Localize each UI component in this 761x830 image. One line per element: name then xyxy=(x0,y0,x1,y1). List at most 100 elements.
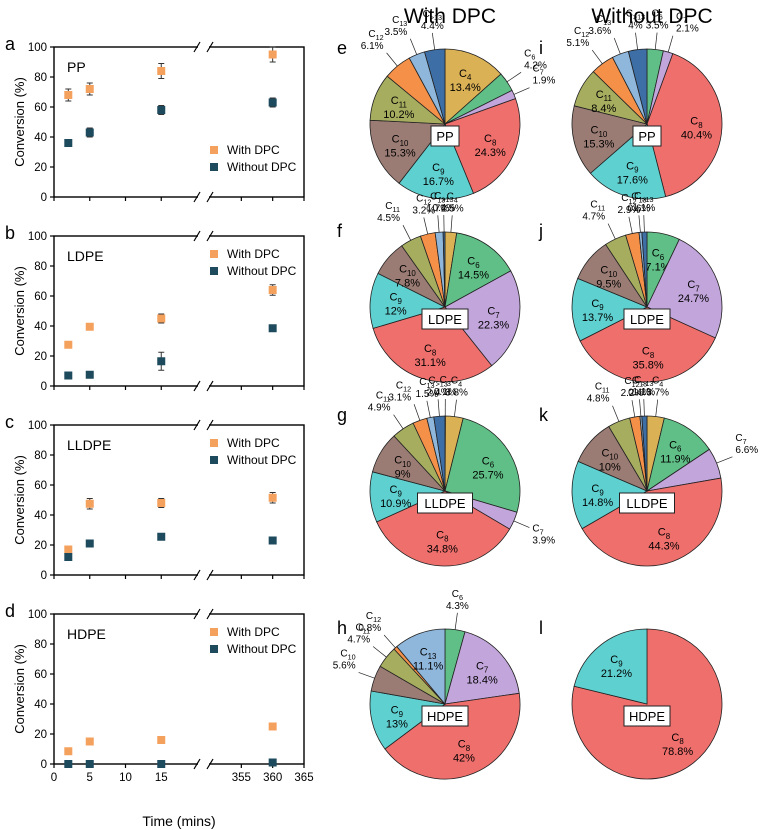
x-tick-label: 355 xyxy=(232,772,251,784)
data-point-with xyxy=(64,747,73,756)
panel-label: k xyxy=(539,405,549,425)
axis-break-mark xyxy=(206,191,214,203)
center-label: LLDPE xyxy=(626,496,668,511)
y-tick-label: 40 xyxy=(34,699,47,711)
slice-value: 2.5% xyxy=(441,203,464,214)
leader-line xyxy=(431,32,436,50)
y-tick-label: 20 xyxy=(34,162,47,174)
pie-panel-j: jC67.1%C724.7%C835.8%C913.7%C109.5%C114.… xyxy=(538,191,723,383)
slice-value: 4.8% xyxy=(587,394,610,405)
data-point-with xyxy=(64,91,73,99)
slice-value: 17.6% xyxy=(617,174,648,186)
slice-label: C9 xyxy=(389,484,402,498)
slice-value: 10.2% xyxy=(383,109,414,121)
center-label-box xyxy=(623,705,671,727)
x-tick-label: 0 xyxy=(51,772,57,784)
axis-break-mark xyxy=(193,608,201,620)
y-tick-label: 20 xyxy=(34,540,47,552)
slice-value: 9% xyxy=(395,468,411,480)
axis-break-mark xyxy=(193,419,201,431)
slice-value: 13% xyxy=(386,718,408,730)
slice-label: C13 xyxy=(430,191,445,204)
slice-label: C9 xyxy=(391,704,404,718)
slice-label: C10 xyxy=(392,134,409,148)
slice-value: 4.7% xyxy=(347,635,370,646)
leader-line xyxy=(638,215,641,233)
leader-line xyxy=(383,634,396,649)
leader-line xyxy=(450,215,453,233)
pie-slice-Cgt13 xyxy=(641,415,648,492)
leader-line xyxy=(413,404,421,421)
pie-slice-C6 xyxy=(444,232,512,308)
slice-value: 40.4% xyxy=(681,129,712,141)
axis-break-gap xyxy=(198,420,209,430)
data-point-without xyxy=(157,532,166,541)
panel-title: LDPE xyxy=(67,248,104,264)
leader-line xyxy=(437,399,440,417)
slice-label: C10 xyxy=(601,447,618,461)
scatter-panel-d: 0 20 40 60 80 100 0 5 10 15 355 360 365 d HDPE Conversi… xyxy=(5,601,314,784)
slice-label: C9 xyxy=(626,160,639,174)
center-label: PP xyxy=(638,129,655,144)
axis-break-gap xyxy=(198,759,209,769)
slice-value: 34.8% xyxy=(427,543,458,555)
panel-label: h xyxy=(337,618,347,638)
pie-slice-Cgt13 xyxy=(442,231,446,308)
panel-title: LLDPE xyxy=(67,437,111,453)
y-tick-label: 0 xyxy=(41,381,47,393)
axis-break-gap xyxy=(198,192,209,202)
data-point-with xyxy=(268,286,277,294)
y-axis-label: Conversion (%) xyxy=(12,455,27,545)
y-tick-label: 80 xyxy=(34,639,47,651)
x-axis-label: Time (mins) xyxy=(142,813,215,829)
y-tick-label: 100 xyxy=(28,42,47,54)
slice-value: 0.4% xyxy=(432,203,455,214)
slice-value: 44.3% xyxy=(648,541,679,553)
slice-label: C9 xyxy=(610,654,623,668)
slice-value: 1.1% xyxy=(632,203,655,214)
slice-value: 3.5% xyxy=(385,27,408,38)
slice-value: 10% xyxy=(599,461,621,473)
slice-label: C>13 xyxy=(423,9,442,22)
slice-value: 8.4% xyxy=(591,103,616,115)
legend-label: Without DPC xyxy=(227,264,297,278)
y-tick-label: 40 xyxy=(34,321,47,333)
slice-label: C12 xyxy=(366,611,381,624)
data-point-with xyxy=(157,736,166,744)
slice-label: C10 xyxy=(399,264,416,278)
pie-slice-C9 xyxy=(573,628,648,705)
panel-label: i xyxy=(539,38,543,58)
slice-label: C6 xyxy=(467,256,480,270)
slice-label: C7 xyxy=(476,660,488,674)
y-tick-label: 60 xyxy=(34,291,47,303)
y-axis-label: Conversion (%) xyxy=(12,266,27,356)
slice-value: 24.7% xyxy=(678,293,709,305)
slice-label: C9 xyxy=(591,483,604,497)
legend-marker xyxy=(210,250,218,258)
slice-value: 42% xyxy=(453,753,475,765)
slice-label: C>13 xyxy=(428,375,447,388)
slice-label: C7 xyxy=(676,12,687,25)
slice-label: C3 xyxy=(440,375,451,388)
axis-break-mark xyxy=(193,758,201,770)
slice-label: C10 xyxy=(600,265,617,279)
slice-value: 1.5% xyxy=(416,389,439,400)
slice-value: 0.6% xyxy=(628,203,651,214)
y-tick-label: 40 xyxy=(34,510,47,522)
slice-value: 3.5% xyxy=(646,21,669,32)
data-point-with xyxy=(157,499,166,507)
slice-value: 25.7% xyxy=(472,469,503,481)
data-point-with xyxy=(85,85,94,93)
slice-label: C11 xyxy=(391,95,408,109)
data-point-with xyxy=(157,314,166,323)
plot-frame xyxy=(53,46,305,198)
panel-title: HDPE xyxy=(67,626,106,642)
slice-label: C>13 xyxy=(634,191,653,204)
slice-label: C13 xyxy=(420,646,437,660)
axis-break-mark xyxy=(193,569,201,581)
slice-value: 4.9% xyxy=(368,403,391,414)
panel-label: b xyxy=(5,223,15,243)
slice-value: 4.2% xyxy=(524,60,547,71)
